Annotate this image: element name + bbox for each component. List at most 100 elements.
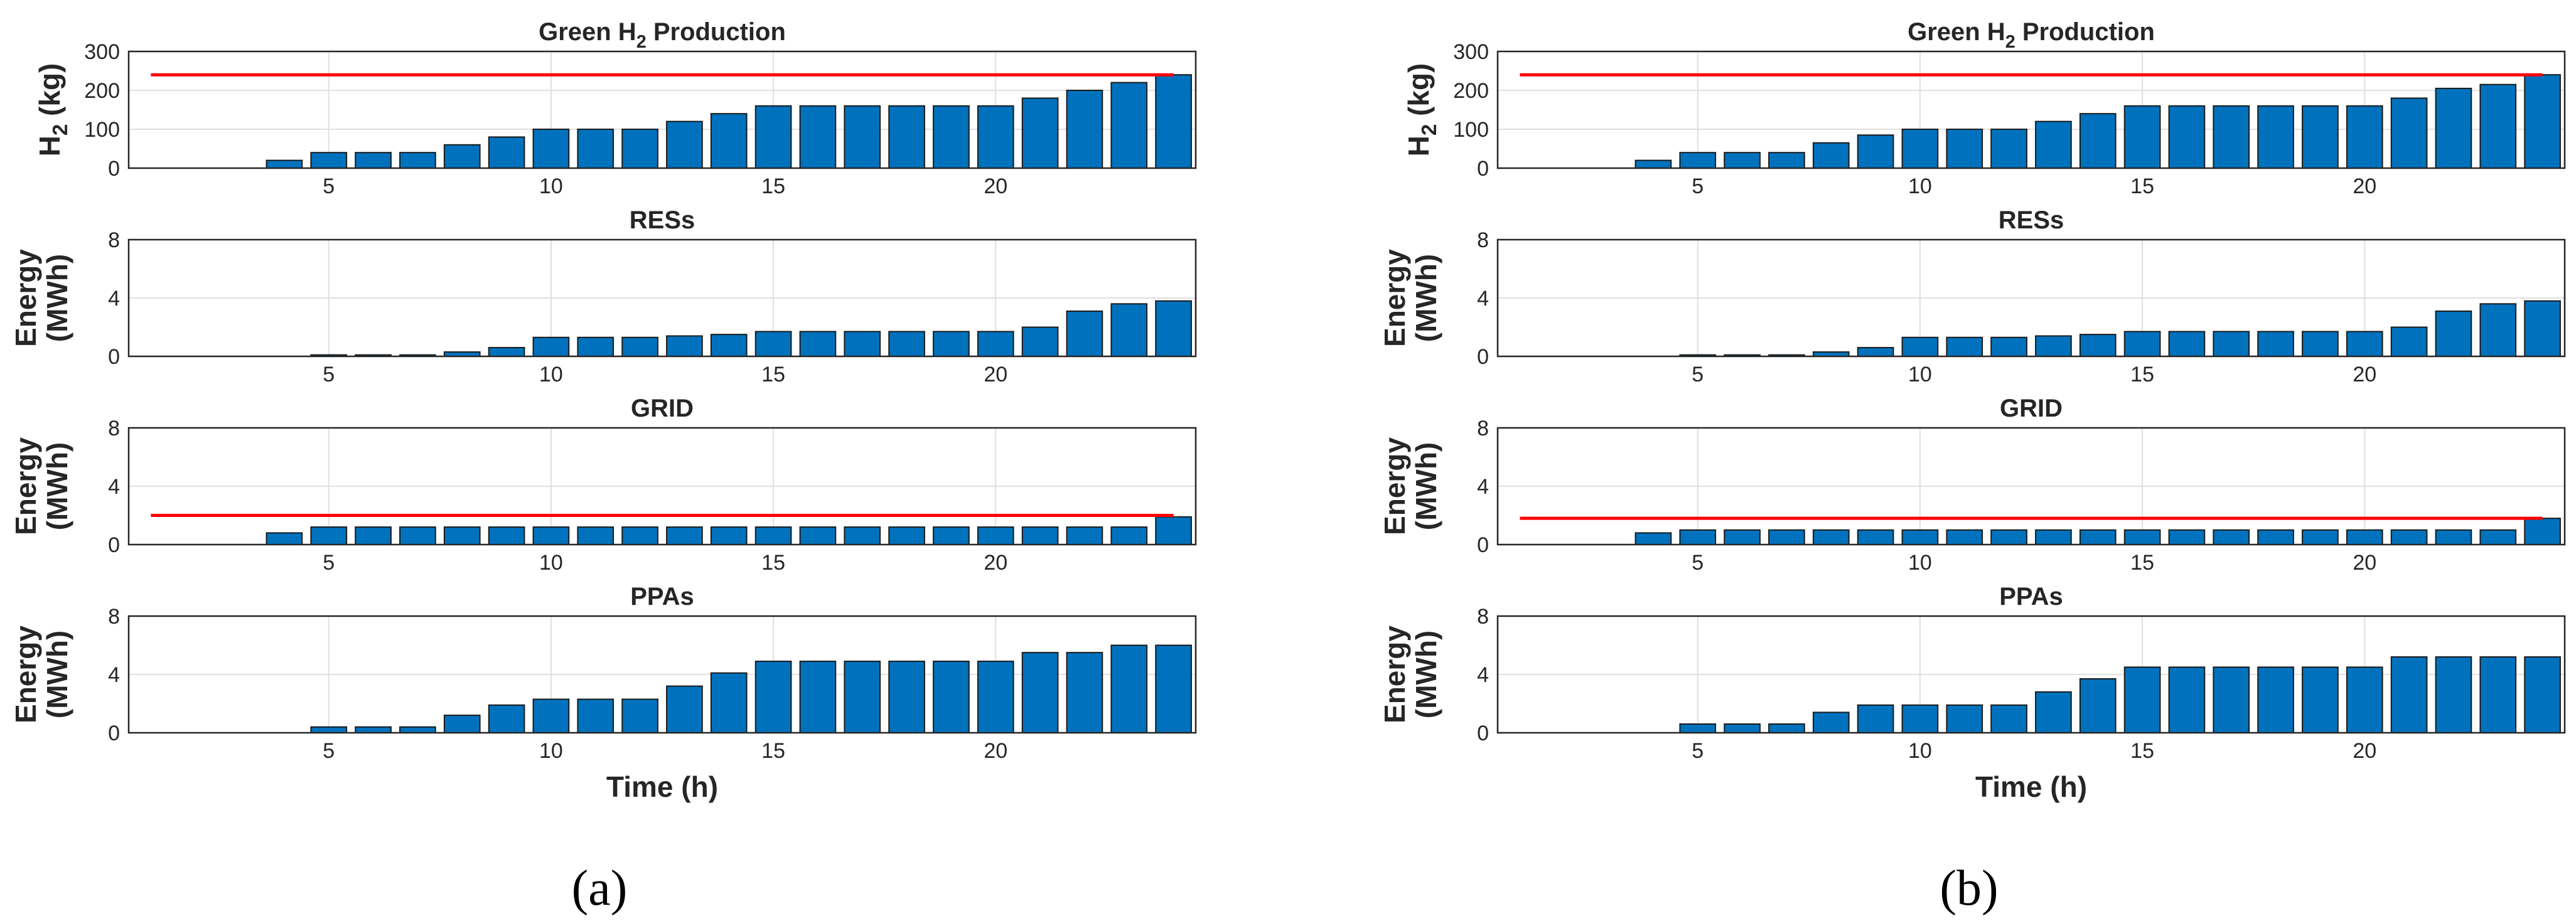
bar (799, 661, 837, 733)
bar (1021, 97, 1059, 169)
bar (1634, 159, 1672, 169)
bar (2302, 529, 2339, 545)
bar (2213, 529, 2250, 545)
x-tick-label: 5 (1692, 174, 1704, 198)
bar (933, 526, 970, 545)
axes-box (127, 427, 1197, 546)
bar (710, 334, 748, 357)
bar (2346, 331, 2383, 357)
bar (1990, 529, 2027, 545)
y-tick-label: 8 (1477, 228, 1489, 252)
bar (266, 159, 303, 169)
bar (1857, 704, 1894, 733)
bar (844, 105, 881, 169)
bar (2346, 529, 2383, 545)
bar (1768, 529, 1805, 545)
x-tick-label: 10 (539, 174, 563, 198)
bar (1946, 129, 1983, 169)
bar (2257, 105, 2294, 169)
y-tick-label: 4 (108, 475, 120, 499)
y-axis-label: H2 (kg) (33, 63, 72, 157)
bar (666, 335, 703, 358)
bar (1946, 704, 1983, 733)
bar (2079, 113, 2117, 169)
x-axis-label: Time (h) (1975, 770, 2087, 803)
x-tick-label: 15 (761, 739, 785, 763)
bar (754, 105, 792, 169)
x-tick-label: 20 (984, 363, 1007, 386)
chart-title: GRID (2000, 395, 2063, 422)
x-tick-label: 20 (984, 551, 1007, 575)
bar (2390, 529, 2428, 545)
axes-box (1496, 50, 2566, 169)
bar (310, 726, 348, 733)
x-tick-label: 10 (539, 739, 563, 763)
bar (1110, 644, 1148, 733)
bar (488, 136, 525, 169)
bar (532, 129, 570, 169)
chart-title: RESs (1999, 206, 2064, 234)
bar (2035, 335, 2072, 358)
bar (1812, 711, 1850, 733)
bar (621, 129, 658, 169)
bar (1155, 516, 1192, 546)
bar (1021, 326, 1059, 357)
bar (666, 526, 703, 545)
bar (532, 336, 570, 358)
chart-b-grid: 5 10 15 20 0 4 8 GRID Energy(MWh) (1378, 395, 2566, 575)
chart-a-grid: 5 10 15 20 0 4 8 GRID Energy(MWh) (9, 395, 1197, 575)
bar (1901, 704, 1939, 733)
bar (443, 526, 481, 545)
bar (577, 698, 614, 734)
bar (2346, 105, 2383, 169)
x-tick-label: 5 (323, 739, 335, 763)
y-tick-label: 0 (1477, 721, 1489, 745)
chart-title: Green H2 Production (539, 18, 786, 52)
bar (1066, 652, 1103, 733)
bar (2168, 105, 2206, 169)
bar (754, 526, 792, 545)
y-tick-label: 100 (84, 118, 120, 142)
y-tick-label: 4 (108, 663, 120, 687)
x-tick-label: 5 (323, 551, 335, 575)
chart-title: PPAs (1999, 583, 2063, 610)
bar (754, 331, 792, 357)
bar (355, 726, 392, 733)
bar (2479, 303, 2517, 357)
bar (266, 532, 303, 546)
bar (2435, 87, 2472, 169)
bar (710, 113, 748, 169)
bar (1066, 90, 1103, 169)
bar (2035, 691, 2072, 734)
chart-title: PPAs (630, 583, 694, 610)
y-tick-label: 4 (108, 287, 120, 311)
bar (2123, 105, 2161, 169)
bar (1857, 347, 1894, 357)
bar (1634, 532, 1672, 546)
y-tick-label: 0 (108, 345, 120, 369)
bar (310, 152, 348, 169)
bar (2079, 334, 2117, 357)
bar (1768, 723, 1805, 734)
bar (2035, 120, 2072, 169)
bar (844, 331, 881, 357)
bar (977, 526, 1014, 545)
bar (355, 152, 392, 169)
bar (621, 698, 658, 734)
bar (2123, 529, 2161, 545)
y-tick-label: 0 (1477, 157, 1489, 181)
bar (577, 336, 614, 358)
bar (2213, 105, 2250, 169)
x-tick-label: 20 (2353, 551, 2376, 575)
axes-box (1496, 615, 2566, 734)
x-tick-label: 15 (2130, 551, 2154, 575)
y-tick-label: 0 (108, 157, 120, 181)
axes-box (127, 615, 1197, 734)
y-tick-label: 4 (1477, 663, 1489, 687)
axes-box (1496, 238, 2566, 358)
bar (2390, 97, 2428, 169)
x-tick-label: 20 (984, 174, 1007, 198)
bar (1679, 723, 1717, 734)
